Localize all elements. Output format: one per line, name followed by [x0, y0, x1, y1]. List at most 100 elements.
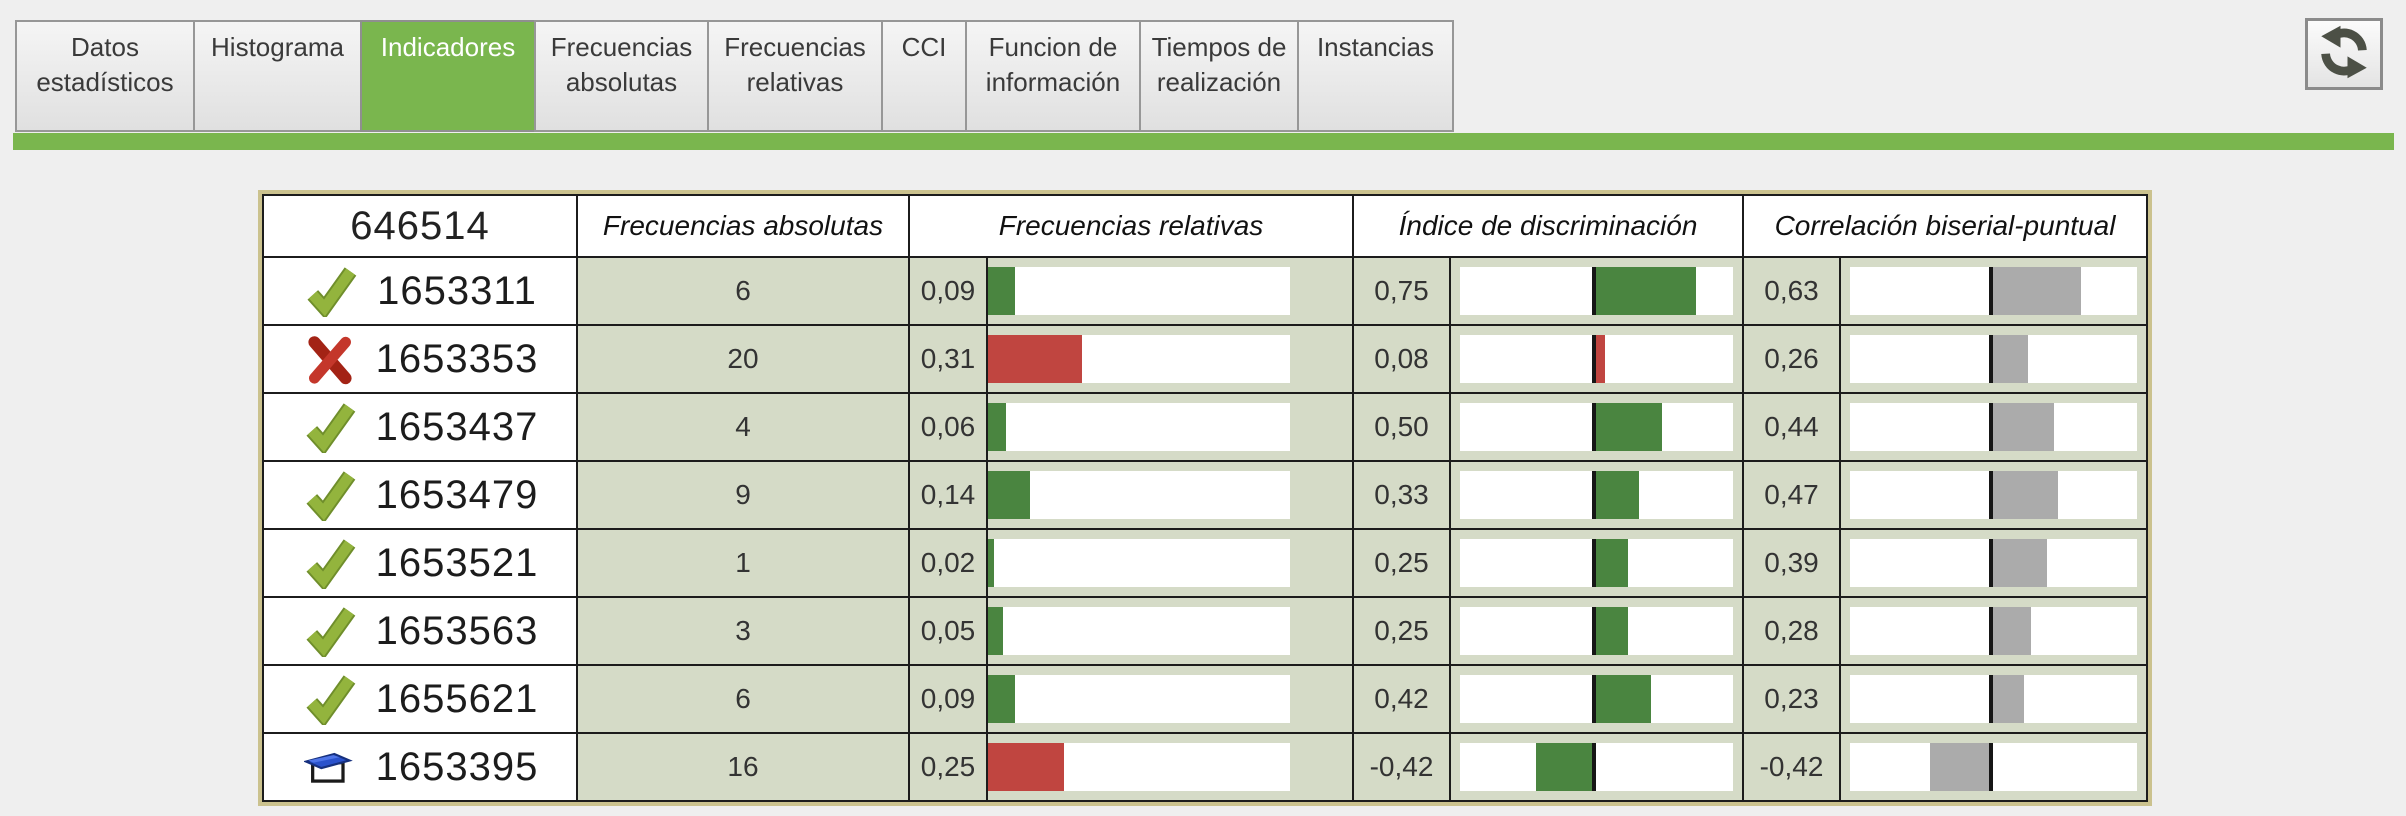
freq-rel-track	[989, 675, 1290, 723]
check-icon	[302, 672, 358, 726]
biserial-bar-cell	[1839, 596, 2148, 666]
tab-funcion-de-informacion[interactable]: Funcion de información	[965, 20, 1141, 132]
biserial-bar	[1930, 743, 1991, 791]
tab-label: Histograma	[211, 32, 344, 62]
discrimination-bar	[1593, 267, 1697, 315]
biserial-value: 0,44	[1742, 392, 1841, 462]
freq-abs-value: 16	[576, 732, 910, 802]
item-row: 1653353 20 0,31 0,08 0,26	[262, 324, 2148, 394]
table-header-row: 646514 Frecuencias absolutas Frecuencias…	[262, 194, 2148, 258]
check-icon	[302, 604, 358, 658]
zero-tick	[1988, 607, 1993, 655]
freq-rel-bar	[989, 471, 1031, 519]
discrimination-bar-cell	[1449, 460, 1744, 530]
discrimination-bar	[1593, 335, 1605, 383]
zero-tick	[1591, 539, 1596, 587]
biserial-bar	[1990, 335, 2028, 383]
freq-rel-bar-cell	[986, 732, 1354, 802]
biserial-value: 0,28	[1742, 596, 1841, 666]
freq-abs-value: 6	[576, 256, 910, 326]
freq-rel-value: 0,06	[908, 392, 988, 462]
exam-code: 646514	[262, 194, 578, 258]
zero-tick	[1591, 335, 1596, 383]
tab-frecuencias-absolutas[interactable]: Frecuencias absolutas	[534, 20, 709, 132]
item-row: 1653563 3 0,05 0,25 0,28	[262, 596, 2148, 666]
discrimination-bar-cell	[1449, 732, 1744, 802]
discrimination-bar	[1593, 539, 1628, 587]
tab-datos-estadisticos[interactable]: Datos estadísticos	[15, 20, 195, 132]
discrimination-bar-cell	[1449, 324, 1744, 394]
biserial-bar	[1990, 403, 2054, 451]
freq-rel-value: 0,31	[908, 324, 988, 394]
biserial-track	[1850, 539, 2137, 587]
cross-icon	[302, 332, 358, 386]
check-icon	[302, 536, 358, 590]
discrimination-track	[1460, 471, 1733, 519]
item-id-cell: 1655621	[262, 664, 578, 734]
item-id: 1655621	[375, 676, 539, 721]
tab-frecuencias-relativas[interactable]: Frecuencias relativas	[707, 20, 883, 132]
results-table: 646514 Frecuencias absolutas Frecuencias…	[258, 190, 2152, 806]
item-id-cell: 1653437	[262, 392, 578, 462]
freq-rel-track	[989, 607, 1290, 655]
freq-rel-value: 0,02	[908, 528, 988, 598]
tab-tiempos-de-realizacion[interactable]: Tiempos de realización	[1139, 20, 1299, 132]
zero-tick	[1591, 403, 1596, 451]
freq-abs-value: 3	[576, 596, 910, 666]
active-tab-underline	[13, 133, 2394, 150]
item-id-cell: 1653353	[262, 324, 578, 394]
refresh-icon	[2315, 24, 2373, 85]
freq-rel-bar-cell	[986, 664, 1354, 734]
eraser-icon	[302, 740, 358, 794]
tab-instancias[interactable]: Instancias	[1297, 20, 1454, 132]
biserial-bar-cell	[1839, 324, 2148, 394]
discrimination-track	[1460, 675, 1733, 723]
item-id-cell: 1653395	[262, 732, 578, 802]
biserial-track	[1850, 335, 2137, 383]
zero-tick	[1591, 471, 1596, 519]
tab-label: Funcion de información	[985, 32, 1121, 97]
check-icon	[302, 400, 358, 454]
freq-rel-value: 0,05	[908, 596, 988, 666]
biserial-bar-cell	[1839, 732, 2148, 802]
item-row: 1653395 16 0,25 -0,42 -0,42	[262, 732, 2148, 802]
discrimination-bar	[1593, 675, 1652, 723]
discrimination-track	[1460, 403, 1733, 451]
freq-rel-bar-cell	[986, 324, 1354, 394]
freq-rel-value: 0,14	[908, 460, 988, 530]
discrimination-bar-cell	[1449, 528, 1744, 598]
item-row: 1653437 4 0,06 0,50 0,44	[262, 392, 2148, 462]
freq-rel-bar-cell	[986, 596, 1354, 666]
biserial-bar-cell	[1839, 256, 2148, 326]
tab-label: Indicadores	[380, 32, 516, 62]
discrimination-bar	[1593, 471, 1639, 519]
tab-histograma[interactable]: Histograma	[193, 20, 362, 132]
freq-rel-bar	[989, 743, 1064, 791]
discrimination-value: 0,42	[1352, 664, 1451, 734]
discrimination-bar	[1593, 403, 1663, 451]
tab-cci[interactable]: CCI	[881, 20, 967, 132]
zero-tick	[1988, 539, 1993, 587]
discrimination-value: 0,50	[1352, 392, 1451, 462]
biserial-value: -0,42	[1742, 732, 1841, 802]
discrimination-value: 0,25	[1352, 528, 1451, 598]
item-id-cell: 1653563	[262, 596, 578, 666]
biserial-track	[1850, 403, 2137, 451]
tab-indicadores[interactable]: Indicadores	[360, 20, 536, 132]
freq-rel-bar	[989, 607, 1004, 655]
tab-label: Instancias	[1316, 32, 1435, 62]
discrimination-value: -0,42	[1352, 732, 1451, 802]
zero-tick	[1988, 675, 1993, 723]
item-id: 1653563	[375, 608, 539, 653]
refresh-button[interactable]	[2305, 18, 2383, 90]
discrimination-track	[1460, 335, 1733, 383]
zero-tick	[1988, 403, 1993, 451]
biserial-value: 0,39	[1742, 528, 1841, 598]
freq-rel-bar-cell	[986, 460, 1354, 530]
discrimination-bar-cell	[1449, 256, 1744, 326]
item-row: 1653521 1 0,02 0,25 0,39	[262, 528, 2148, 598]
item-id: 1653437	[375, 404, 539, 449]
item-id: 1653395	[375, 744, 539, 789]
freq-rel-value: 0,25	[908, 732, 988, 802]
item-id: 1653311	[377, 268, 537, 313]
